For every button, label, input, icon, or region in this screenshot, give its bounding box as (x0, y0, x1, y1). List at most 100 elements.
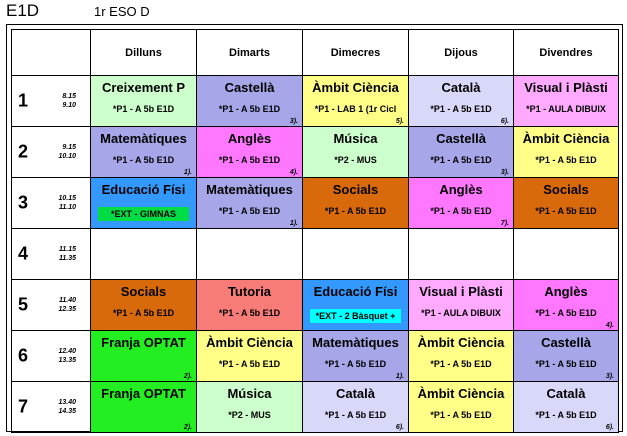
period-number: 6 (18, 345, 29, 366)
empty-cell (408, 228, 514, 280)
period-label-cell: 5 11.40 12.35 (11, 279, 91, 331)
lesson-group-room: *P1 - A 5b E1D (218, 155, 281, 165)
lesson-group-room: *P1 - A 5b E1D (218, 359, 281, 369)
lesson-subject: Música (333, 131, 378, 146)
day-header: Divendres (513, 29, 619, 76)
lesson-group-room: *P1 - A 5b E1D (430, 155, 492, 165)
lesson-cell[interactable]: Català *P1 - A 5b E1D 6). (408, 75, 514, 127)
lesson-subject: Anglès (439, 182, 483, 197)
lesson-cell[interactable]: Música *P2 - MUS (302, 126, 409, 178)
lesson-group-room: *P1 - A 5b E1D (218, 206, 281, 216)
lesson-note: 1). (395, 373, 404, 380)
lesson-cell[interactable]: Matemàtiques *P1 - A 5b E1D 1). (90, 126, 197, 178)
lesson-group-room: *P1 - AULA DIBUIX (421, 308, 501, 318)
lesson-cell[interactable]: Castellà *P1 - A 5b E1D 3). (513, 330, 619, 382)
lesson-note: 2). (183, 424, 192, 431)
period-end-time: 11.35 (59, 255, 76, 262)
day-header: Dimarts (196, 29, 303, 76)
lesson-cell[interactable]: Franja OPTAT 2). (90, 330, 197, 382)
lesson-cell[interactable]: Creixement P *P1 - A 5b E1D (90, 75, 197, 127)
lesson-subject: Matemàtiques (100, 131, 187, 146)
period-label-cell: 2 9.15 10.10 (11, 126, 91, 178)
lesson-cell[interactable]: Castellà *P1 - A 5b E1D 3). (196, 75, 303, 127)
period-label-cell: 3 10.15 11.10 (11, 177, 91, 229)
lesson-cell[interactable]: Àmbit Ciència *P1 - A 5b E1D (196, 330, 303, 382)
lesson-group-room: *P1 - A 5b E1D (112, 308, 175, 318)
lesson-group-room: *P1 - A 5b E1D (430, 104, 492, 114)
lesson-cell[interactable]: Anglès *P1 - A 5b E1D 4). (513, 279, 619, 331)
lesson-subject: Català (335, 386, 376, 401)
lesson-group-room: *P1 - A 5b E1D (112, 104, 175, 114)
lesson-group-room: *P1 - A 5b E1D (324, 206, 387, 216)
lesson-cell[interactable]: Àmbit Ciència *P1 - LAB 1 (1r Cicl 5). (302, 75, 409, 127)
lesson-subject: Castellà (224, 80, 275, 95)
lesson-note: 3). (500, 169, 509, 176)
lesson-subject: Castellà (436, 131, 486, 146)
timetable-class-name: 1r ESO D (94, 4, 150, 19)
lesson-subject: Educació Físi (101, 182, 186, 197)
lesson-cell[interactable]: Socials *P1 - A 5b E1D (513, 177, 619, 229)
lesson-cell[interactable]: Anglès *P1 - A 5b E1D 4). (196, 126, 303, 178)
lesson-cell[interactable]: Visual i Plàsti *P1 - AULA DIBUIX (408, 279, 514, 331)
lesson-cell[interactable]: Castellà *P1 - A 5b E1D 3). (408, 126, 514, 178)
lesson-note: 3). (289, 118, 298, 125)
lesson-cell[interactable]: Àmbit Ciència *P1 - A 5b E1D (408, 381, 514, 433)
lesson-subject: Castellà (541, 335, 591, 350)
period-times: 9.15 10.10 (58, 143, 76, 161)
period-label-cell: 7 13.40 14.35 (11, 381, 91, 433)
lesson-group-room: *P1 - LAB 1 (1r Cicl (314, 104, 397, 114)
period-start-time: 8.15 (62, 93, 76, 100)
lesson-cell[interactable]: Visual i Plàsti *P1 - AULA DIBUIX (513, 75, 619, 127)
timetable-group-code: E1D (6, 1, 40, 20)
lesson-cell[interactable]: Educació Físi *EXT - 2 Bàsquet + (302, 279, 409, 331)
period-start-time: 12.40 (58, 348, 76, 355)
lesson-cell[interactable]: Tutoria *P1 - A 5b E1D (196, 279, 303, 331)
lesson-subject: Creixement P (101, 80, 186, 95)
lesson-cell[interactable]: Anglès *P1 - A 5b E1D 7). (408, 177, 514, 229)
lesson-group-room: *P1 - A 5b E1D (430, 359, 492, 369)
lesson-group-room: *P1 - AULA DIBUIX (526, 104, 606, 114)
lesson-cell[interactable]: Socials *P1 - A 5b E1D (90, 279, 197, 331)
day-header: Dimecres (302, 29, 409, 76)
period-times: 10.15 11.10 (58, 194, 76, 212)
lesson-group-room: *P1 - A 5b E1D (535, 206, 597, 216)
lesson-group-room: *P1 - A 5b E1D (112, 155, 175, 165)
lesson-cell[interactable]: Música *P2 - MUS (196, 381, 303, 433)
period-number: 3 (18, 192, 29, 213)
period-start-time: 11.15 (59, 246, 76, 253)
lesson-group-room: *P1 - A 5b E1D (535, 308, 597, 318)
lesson-subject: Visual i Plàsti (524, 80, 608, 95)
empty-cell (513, 228, 619, 280)
period-end-time: 9.10 (62, 102, 76, 109)
period-label-cell: 1 8.15 9.10 (11, 75, 91, 127)
lesson-note: 1). (289, 220, 298, 227)
lesson-note: 6). (395, 424, 404, 431)
lesson-cell[interactable]: Franja OPTAT 2). (90, 381, 197, 433)
period-number: 7 (18, 396, 29, 417)
corner-cell (11, 29, 91, 76)
lesson-note: 5). (395, 118, 404, 125)
lesson-cell[interactable]: Català *P1 - A 5b E1D 6). (302, 381, 409, 433)
lesson-cell[interactable]: Matemàtiques *P1 - A 5b E1D 1). (196, 177, 303, 229)
lesson-cell[interactable]: Àmbit Ciència *P1 - A 5b E1D (408, 330, 514, 382)
period-row: 1 8.15 9.10 Creixement P *P1 - A 5b E1D Caste… (11, 75, 619, 127)
lesson-note: 1). (183, 169, 192, 176)
lesson-group-room: *P1 - A 5b E1D (535, 155, 597, 165)
lesson-group-room: *P2 - MUS (228, 410, 271, 420)
lesson-subject: Matemàtiques (312, 335, 399, 350)
day-header-row: Dilluns Dimarts Dimecres Dijous Divendres (11, 29, 619, 76)
period-times: 8.15 9.10 (62, 92, 76, 110)
period-row: 6 12.40 13.35 Franja OPTAT 2). Àmbit Ciència *… (11, 330, 619, 382)
lesson-cell[interactable]: Matemàtiques *P1 - A 5b E1D 1). (302, 330, 409, 382)
day-header: Dijous (408, 29, 514, 76)
lesson-cell[interactable]: Català *P1 - A 5b E1D 6). (513, 381, 619, 433)
lesson-cell[interactable]: Àmbit Ciència *P1 - A 5b E1D (513, 126, 619, 178)
lesson-cell[interactable]: Educació Físi *EXT - GIMNAS (90, 177, 197, 229)
lesson-note: 2). (183, 373, 192, 380)
period-start-time: 9.15 (62, 144, 76, 151)
period-label-cell: 6 12.40 13.35 (11, 330, 91, 382)
lesson-group-room: *P1 - A 5b E1D (430, 410, 492, 420)
period-row: 2 9.15 10.10 Matemàtiques *P1 - A 5b E1D 1). A… (11, 126, 619, 178)
lesson-cell[interactable]: Socials *P1 - A 5b E1D (302, 177, 409, 229)
lesson-subject: Socials (120, 284, 167, 299)
